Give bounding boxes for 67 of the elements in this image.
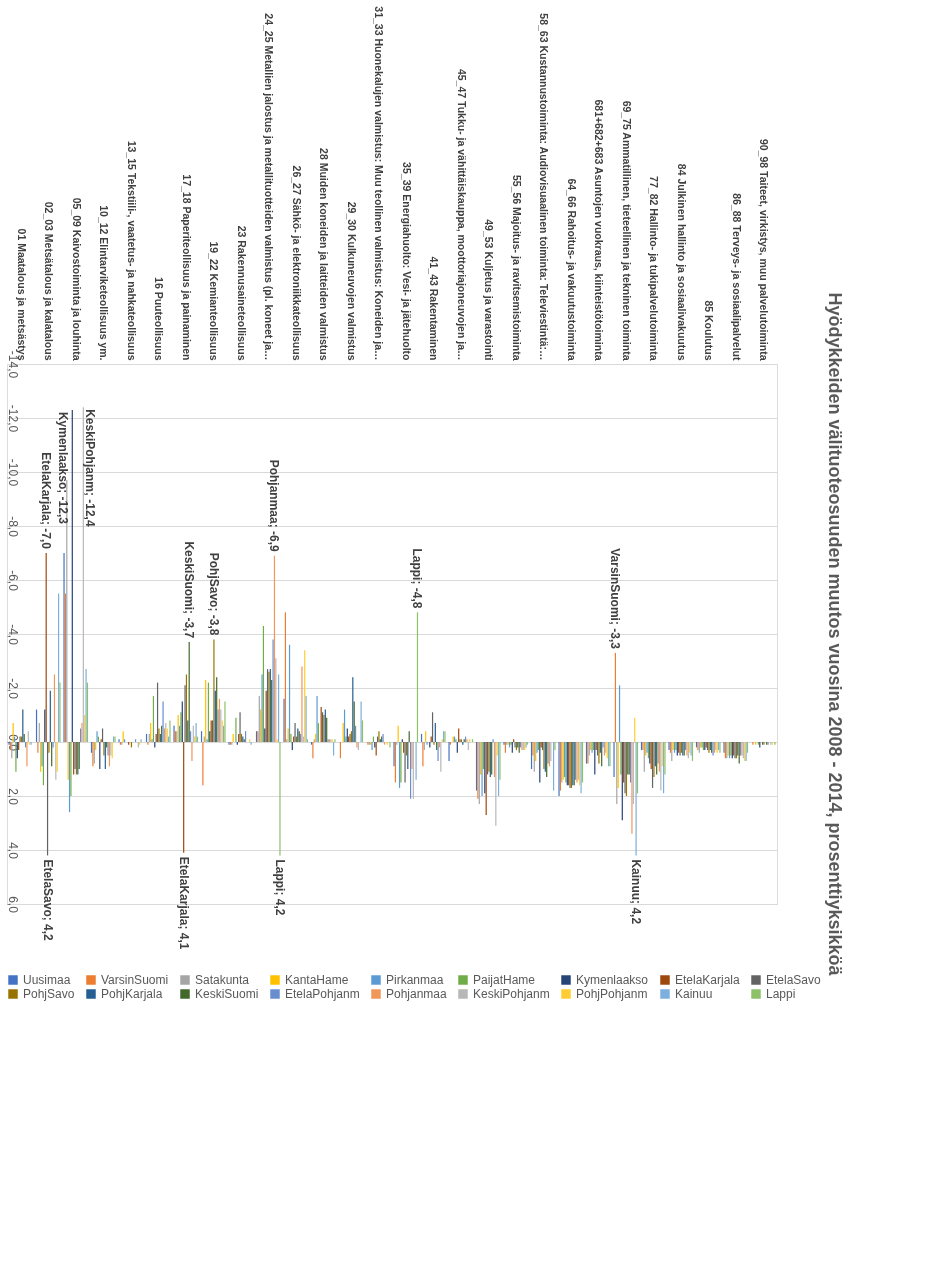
legend-label: PohjPohjanm [576,987,648,1001]
data-label: Kainuu; 4,2 [629,859,644,925]
x-tick-label: 85 Koulutus [703,300,716,361]
x-tick-label: 35_39 Energiahuolto: Vesi- ja jätehuolto [400,162,413,361]
legend-label: VarsinSuomi [101,973,169,987]
y-tick-label: -12,0 [5,404,20,433]
legend-label: Satakunta [195,973,250,987]
x-tick-label: 10_12 Elintarviketeollisuus ym. [98,205,111,361]
x-tick-label: 49_53 Kuljetus ja varastointi [483,219,496,361]
x-tick-label: 24_25 Metallien jalostus ja metallituotteiden valmistus (pl. koneet ja… [263,13,276,361]
x-tick-label: 84 Julkinen hallinto ja sosiaalivakuutus [675,163,688,361]
y-tick-label: 4,0 [5,842,20,860]
y-tick-label: 6,0 [5,896,20,914]
legend-label: Uusimaa [23,973,71,987]
x-tick-label: 02_03 Metsätalous ja kalatalous [43,201,56,361]
x-tick-label: 28 Muiden koneiden ja laitteiden valmistus [318,148,331,361]
x-tick-label: 64_66 Rahoitus- ja vakuutustoiminta [565,178,578,361]
data-label: KeskiPohjanm; -12,4 [83,409,98,527]
legend-label: Pirkanmaa [386,973,444,987]
legend-label: KantaHame [285,973,349,987]
legend-label: EtelaPohjanm [285,987,360,1001]
x-tick-label: 55_56 Majoitus- ja ravitsemistoiminta [510,174,523,361]
data-label: VarsinSuomi; -3,3 [608,548,623,650]
y-tick-label: -10,0 [5,458,20,487]
x-tick-label: 16 Puuteollisuus [153,277,166,361]
y-tick-label: -4,0 [5,624,20,646]
legend-label: EtelaKarjala [675,973,741,987]
legend-label: PohjSavo [23,987,75,1001]
data-label: Pohjanmaa; -6,9 [267,459,282,553]
data-label: PohjSavo; -3,8 [206,552,221,636]
legend-label: KeskiPohjanm [473,987,550,1001]
x-tick-label: 26_27 Sähkö- ja elektroniikkateollisuus [290,165,303,361]
x-tick-label: 23 Rakennusaineteollisuus [235,225,248,361]
x-tick-label: 45_47 Tukku- ja vähittäiskauppa, moottoriajoneuvojen ja… [455,68,468,361]
x-tick-label: 19_22 Kemianteollisuus [208,241,221,361]
data-label: EtelaKarjala; -7,0 [39,452,54,550]
legend-label: Kymenlaakso [576,973,649,987]
legend-label: Lappi [766,987,796,1001]
x-tick-label: 90_98 Taiteet, virkistys, muu palvelutoiminta [758,138,771,361]
data-label: KeskiSuomi; -3,7 [182,541,197,639]
x-tick-label: 17_18 Paperiteollisuus ja painaminen [180,174,193,361]
x-tick-label: 13_15 Tekstiili-, vaatetus- ja nahkateollisuus [125,140,138,361]
y-tick-label: -2,0 [5,678,20,700]
data-label: Kymenlaakso; -12,3 [56,411,71,525]
x-tick-label: 58_63 Kustannustoiminta: Audiovisuaalinen toiminta: Televiestintä:… [538,13,551,361]
legend-label: Pohjanmaa [386,987,448,1001]
legend-label: Kainuu [675,987,713,1001]
x-tick-label: 41_43 Rakentaminen [428,256,441,361]
legend-label: PaijatHame [473,973,536,987]
x-tick-label: 681+682+683 Asuntojen vuokraus, kiinteistötoiminta [593,99,606,361]
legend-label: KeskiSuomi [195,987,259,1001]
legend-label: PohjKarjala [101,987,163,1001]
text: Hyödykkeiden välituoteosuuden muutos vuosina 2008 - 2014, prosenttiyksikköä [825,292,845,977]
x-tick-label: 31_33 Huonekalujen valmistus: Muu teollinen valmistus: Koneiden ja… [373,6,386,361]
data-label: Lappi; -4,8 [410,548,425,609]
x-tick-label: 69_75 Ammatillinen, tieteellinen ja tekninen toiminta [620,100,633,361]
y-tick-label: 2,0 [5,788,20,806]
legend-label: EtelaSavo [766,973,822,987]
x-tick-label: 05_09 Kaivostoiminta ja louhinta [70,197,83,361]
y-tick-label: -6,0 [5,570,20,592]
x-tick-label: 29_30 Kulkuneuvojen valmistus [345,201,358,361]
data-label: EtelaKarjala; 4,1 [176,856,191,950]
x-tick-label: 77_82 Hallinto- ja tukipalvelutoiminta [648,176,661,361]
x-tick-label: 86_88 Terveys- ja sosiaalipalvelut [730,193,743,361]
data-label: Lappi; 4,2 [272,859,287,916]
y-tick-label: -8,0 [5,516,20,538]
data-label: EtelaSavo; 4,2 [40,859,55,942]
